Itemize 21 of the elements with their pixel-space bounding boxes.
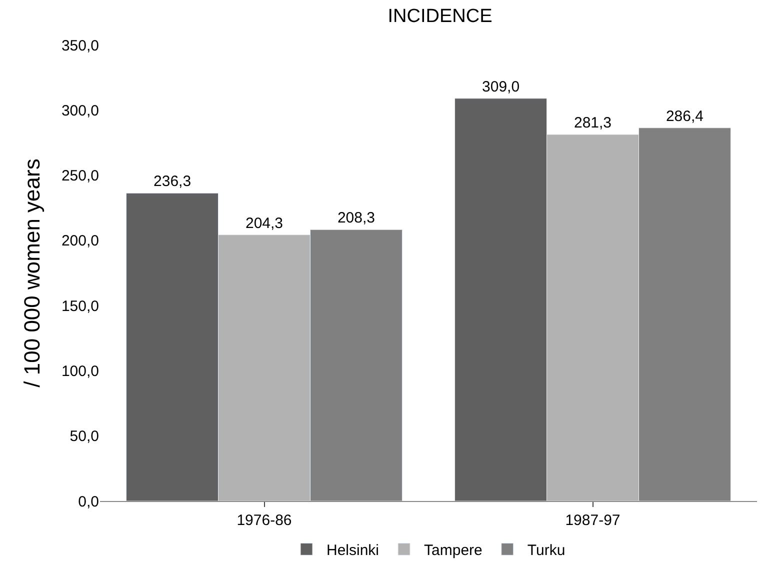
y-tick-label: 150,0 xyxy=(61,298,99,315)
data-label: 204,3 xyxy=(245,214,284,232)
legend-label: Tampere xyxy=(424,542,482,560)
data-label: 208,3 xyxy=(337,210,376,227)
chart-title: INCIDENCE xyxy=(388,6,492,27)
y-tick-label: 100,0 xyxy=(61,362,99,380)
y-tick-label: 200,0 xyxy=(61,232,99,250)
y-tick-label: 50,0 xyxy=(70,428,99,446)
data-label: 286,4 xyxy=(666,108,704,125)
y-tick-label: 300,0 xyxy=(61,102,99,120)
y-tick-label: 350,0 xyxy=(61,37,99,54)
y-axis-title: / 100 000 women years xyxy=(19,158,44,388)
x-tick-label: 1976-86 xyxy=(236,512,292,529)
data-label: 281,3 xyxy=(574,114,612,132)
y-tick-label: 250,0 xyxy=(61,168,99,185)
y-tick-label: 0,0 xyxy=(78,493,99,510)
data-label: 236,3 xyxy=(153,173,192,190)
legend-label: Turku xyxy=(527,542,566,560)
data-label: 309,0 xyxy=(482,78,520,96)
legend-label: Helsinki xyxy=(326,542,380,560)
x-tick-label: 1987-97 xyxy=(565,512,620,529)
